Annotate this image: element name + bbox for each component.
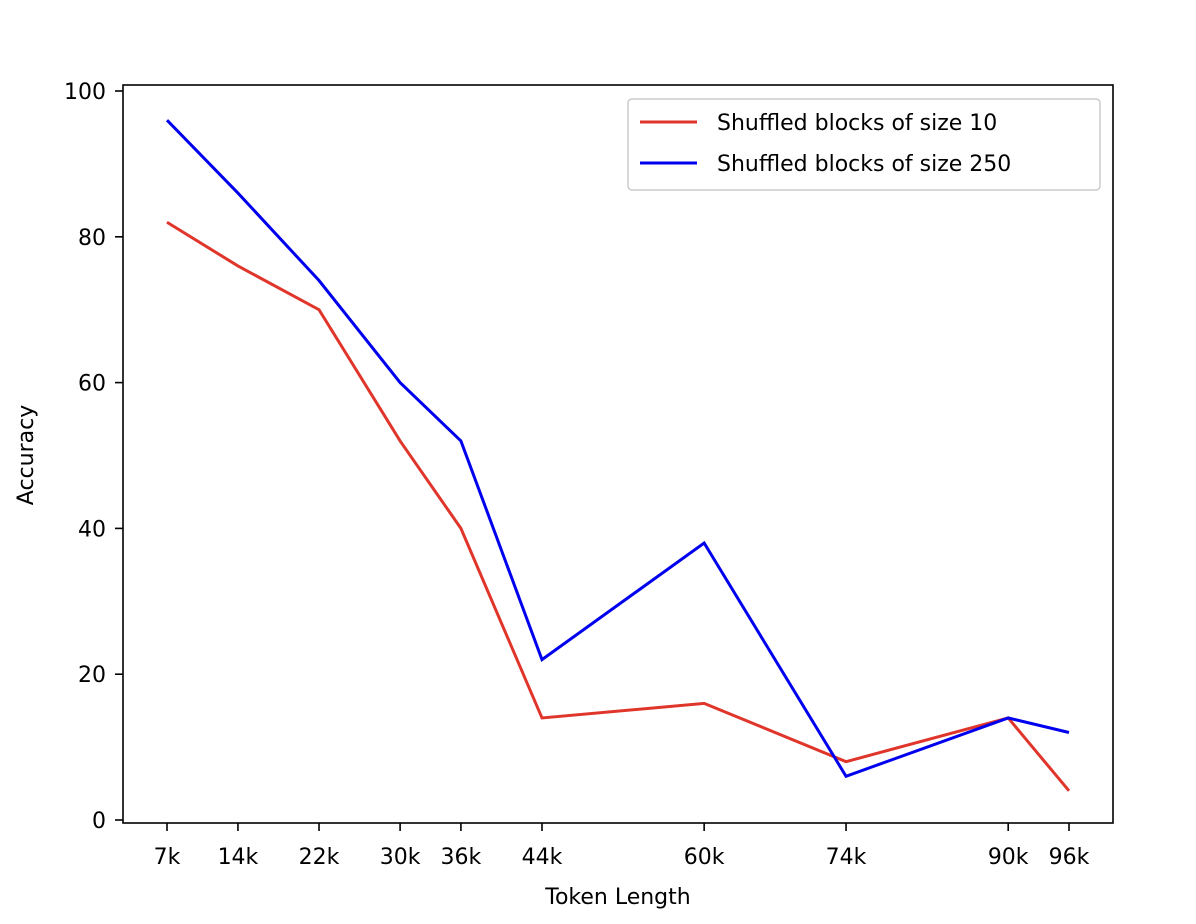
y-tick-label: 0 <box>92 809 106 834</box>
x-tick-label: 14k <box>218 845 259 870</box>
x-tick-label: 96k <box>1049 845 1090 870</box>
legend-box <box>627 98 1101 191</box>
x-tick-label: 90k <box>988 845 1029 870</box>
y-tick-label: 20 <box>78 663 106 688</box>
legend-label-1: Shuffled blocks of size 10 <box>717 111 997 136</box>
x-tick-label: 7k <box>154 845 181 870</box>
y-tick-label: 80 <box>78 226 106 251</box>
series-layer <box>165 119 1071 792</box>
x-axis: 7k 14k 22k 30k 36k 44k 60k 74k 90k 96k <box>154 823 1090 870</box>
x-tick-label: 22k <box>299 845 340 870</box>
y-axis-label: Accuracy <box>14 405 39 505</box>
series-line-2 <box>165 119 1070 779</box>
y-axis: 0 20 40 60 80 100 <box>64 80 123 834</box>
legend-label-2: Shuffled blocks of size 250 <box>717 152 1011 177</box>
plot-frame <box>122 84 1114 824</box>
y-tick-label: 40 <box>78 517 106 542</box>
x-tick-label: 30k <box>380 845 421 870</box>
y-tick-label: 100 <box>64 80 106 105</box>
legend: Shuffled blocks of size 10 Shuffled block… <box>627 98 1101 191</box>
series-line-1 <box>166 220 1071 792</box>
x-tick-label: 74k <box>826 845 867 870</box>
x-tick-label: 36k <box>441 845 482 870</box>
x-tick-label: 60k <box>684 845 725 870</box>
x-axis-label: Token Length <box>544 885 690 910</box>
y-tick-label: 60 <box>78 372 106 397</box>
x-tick-label: 44k <box>522 845 563 870</box>
